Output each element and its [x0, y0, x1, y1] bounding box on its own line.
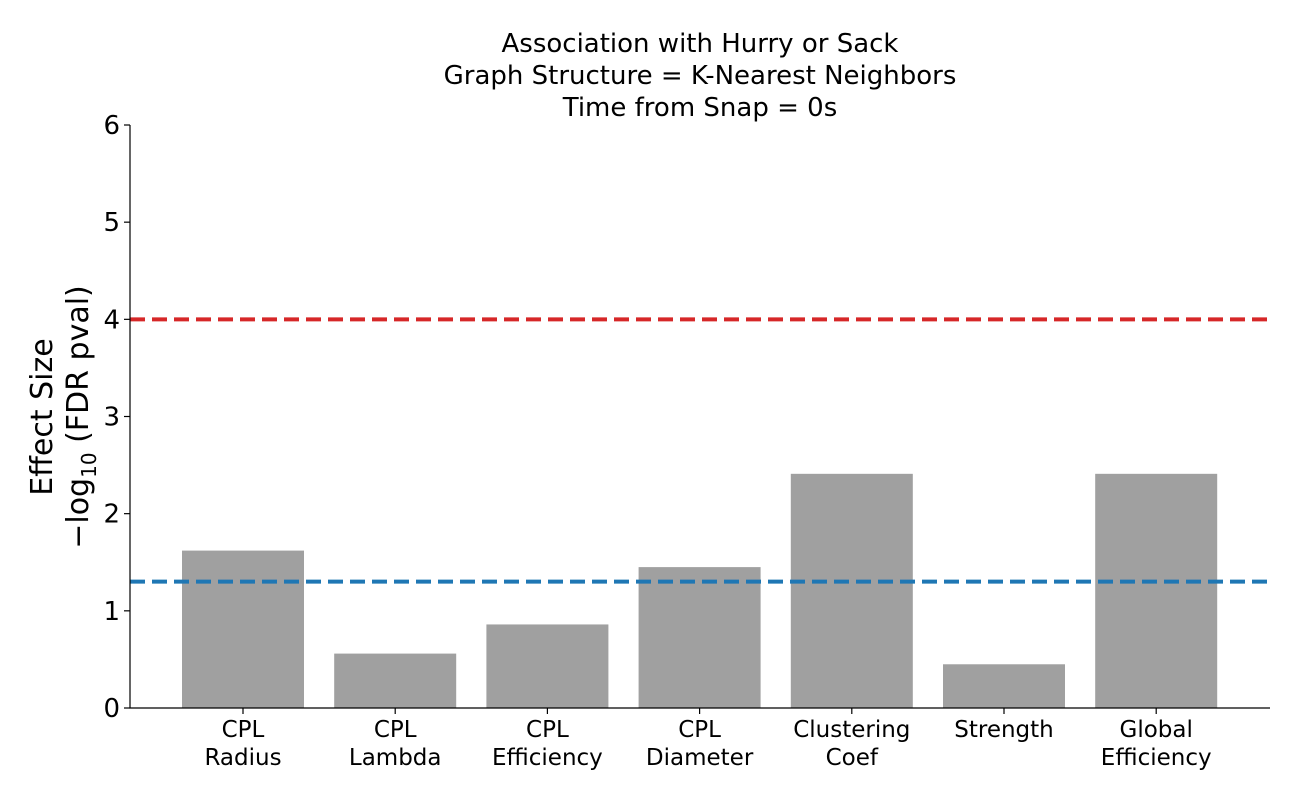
y-axis-label-line-2: −log10 (FDR pval): [61, 285, 101, 549]
y-tick-label-6: 6: [103, 111, 120, 141]
y-tick-label-0: 0: [103, 694, 120, 724]
x-tick-label-4-0: Clustering: [793, 717, 910, 743]
y-axis-label-suffix: (FDR pval): [61, 285, 96, 452]
x-tick-label-3-1: Diameter: [646, 745, 754, 771]
bar-2: [486, 624, 609, 708]
x-tick-label-0-1: Radius: [204, 745, 281, 771]
bar-3: [638, 567, 761, 708]
title-line-1: Association with Hurry or Sack: [502, 29, 899, 59]
x-tick-label-6-1: Efficiency: [1101, 745, 1212, 771]
bars-group: [182, 473, 1218, 708]
y-axis-label-prefix: −log: [61, 478, 96, 549]
bar-0: [182, 550, 304, 708]
x-tick-label-1-1: Lambda: [349, 745, 442, 771]
x-tick-label-1-0: CPL: [374, 717, 417, 743]
x-tick-label-6-0: Global: [1120, 717, 1193, 743]
y-tick-label-2: 2: [103, 500, 120, 530]
title-line-2: Graph Structure = K-Nearest Neighbors: [444, 61, 957, 91]
chart-title: Association with Hurry or Sack Graph Str…: [444, 29, 957, 123]
x-tick-label-5-0: Strength: [954, 717, 1054, 743]
y-tick-label-3: 3: [103, 403, 120, 433]
title-line-3: Time from Snap = 0s: [562, 93, 838, 123]
x-tick-label-0-0: CPL: [222, 717, 265, 743]
bar-1: [334, 653, 457, 708]
bar-4: [790, 473, 913, 708]
bar-6: [1095, 473, 1218, 708]
x-tick-label-2-0: CPL: [526, 717, 569, 743]
y-tick-label-1: 1: [103, 597, 120, 627]
x-tick-label-3-0: CPL: [678, 717, 721, 743]
y-axis-label: Effect Size −log10 (FDR pval): [25, 285, 101, 549]
y-tick-label-4: 4: [103, 305, 120, 335]
x-labels-group: CPLRadiusCPLLambdaCPLEfficiencyCPLDiamet…: [204, 708, 1212, 771]
y-axis-label-line-1: Effect Size: [25, 338, 60, 495]
y-ticks-group: 0 1 2 3 4 5 6: [103, 111, 130, 724]
x-tick-label-4-1: Coef: [826, 745, 879, 771]
y-tick-label-5: 5: [103, 208, 120, 238]
x-tick-label-2-1: Efficiency: [492, 745, 603, 771]
y-axis-label-subscript: 10: [77, 452, 101, 477]
reference-lines-group: [130, 317, 1270, 584]
bar-5: [943, 664, 1065, 708]
